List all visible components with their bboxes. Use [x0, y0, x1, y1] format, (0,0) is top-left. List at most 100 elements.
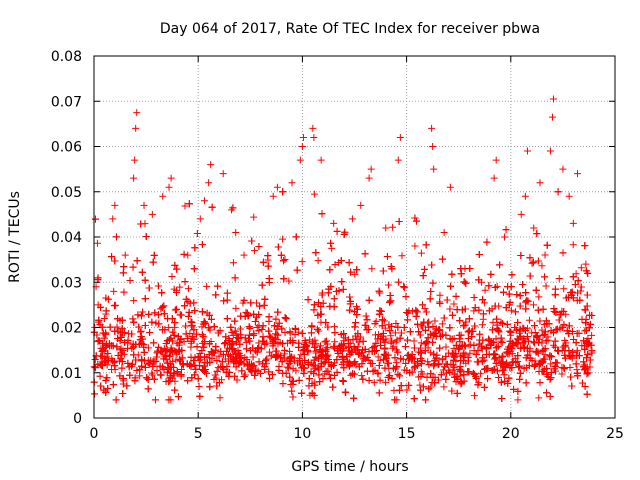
data-point — [102, 310, 110, 318]
data-point — [583, 302, 591, 310]
data-point — [340, 330, 348, 338]
data-point — [538, 326, 546, 334]
data-point — [351, 270, 359, 278]
data-point — [508, 344, 516, 352]
data-point — [475, 306, 483, 314]
data-point — [317, 303, 325, 311]
data-point — [560, 364, 568, 372]
data-point — [205, 311, 213, 319]
data-point — [272, 347, 280, 355]
data-point — [137, 220, 145, 228]
data-point — [351, 319, 359, 327]
data-point — [521, 192, 529, 200]
data-point — [333, 368, 341, 376]
data-point — [508, 364, 516, 372]
data-point — [566, 353, 574, 361]
data-point — [523, 297, 531, 305]
data-point — [513, 335, 521, 343]
data-point — [265, 274, 273, 282]
data-point — [403, 386, 411, 394]
data-point — [509, 339, 517, 347]
data-point — [331, 323, 339, 331]
data-point — [352, 361, 360, 369]
data-point — [450, 373, 458, 381]
data-point — [100, 334, 108, 342]
data-point — [301, 356, 309, 364]
data-point — [91, 215, 99, 223]
data-point — [422, 396, 430, 404]
data-point — [581, 362, 589, 370]
data-point — [392, 319, 400, 327]
data-point — [261, 356, 269, 364]
data-point — [432, 325, 440, 333]
data-point — [345, 343, 353, 351]
data-point — [456, 352, 464, 360]
data-point — [365, 356, 373, 364]
data-point — [178, 346, 186, 354]
data-point — [568, 382, 576, 390]
data-point — [498, 353, 506, 361]
data-point — [550, 365, 558, 373]
data-point — [519, 281, 527, 289]
data-point — [165, 183, 173, 191]
data-point — [473, 358, 481, 366]
data-point — [193, 330, 201, 338]
data-point — [345, 259, 353, 267]
data-point — [184, 285, 192, 293]
data-point — [386, 327, 394, 335]
data-point — [328, 244, 336, 252]
data-point — [438, 331, 446, 339]
data-point — [194, 375, 202, 383]
data-point — [96, 372, 104, 380]
data-point — [281, 328, 289, 336]
data-point — [446, 335, 454, 343]
data-point — [457, 366, 465, 374]
data-point — [104, 350, 112, 358]
data-point — [481, 286, 489, 294]
data-point — [196, 362, 204, 370]
data-point — [317, 362, 325, 370]
data-point — [501, 233, 509, 241]
data-point — [442, 360, 450, 368]
data-point — [102, 341, 110, 349]
data-point — [525, 316, 533, 324]
data-point — [526, 272, 534, 280]
data-point — [576, 296, 584, 304]
data-point — [430, 165, 438, 173]
data-point — [251, 318, 259, 326]
data-point — [470, 307, 478, 315]
data-point — [320, 359, 328, 367]
data-point — [374, 369, 382, 377]
data-point — [193, 229, 201, 237]
data-point — [274, 243, 282, 251]
data-point — [236, 358, 244, 366]
data-point — [340, 355, 348, 363]
data-point — [523, 147, 531, 155]
data-point — [173, 339, 181, 347]
data-point — [394, 156, 402, 164]
data-point — [253, 313, 261, 321]
data-point — [503, 360, 511, 368]
data-point — [563, 327, 571, 335]
data-point — [569, 241, 577, 249]
data-point — [405, 381, 413, 389]
data-point — [250, 362, 258, 370]
data-point — [553, 325, 561, 333]
data-point — [269, 342, 277, 350]
data-point — [502, 304, 510, 312]
data-point — [500, 366, 508, 374]
data-point — [466, 349, 474, 357]
data-point — [231, 317, 239, 325]
data-point — [156, 371, 164, 379]
data-point — [550, 307, 558, 315]
data-point — [331, 329, 339, 337]
data-point — [465, 315, 473, 323]
data-point — [449, 356, 457, 364]
data-point — [207, 161, 215, 169]
data-point — [346, 306, 354, 314]
data-point — [508, 271, 516, 279]
data-point — [569, 273, 577, 281]
data-point — [456, 317, 464, 325]
data-point — [417, 354, 425, 362]
data-point — [456, 365, 464, 373]
